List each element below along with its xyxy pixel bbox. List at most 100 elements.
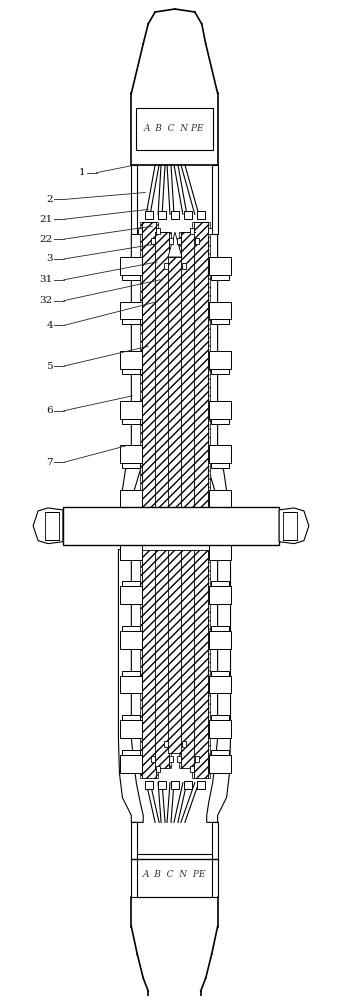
Bar [120, 257, 142, 275]
Bar [181, 550, 195, 768]
Bar [145, 211, 153, 219]
Bar [194, 550, 208, 778]
Bar [184, 781, 192, 789]
Bar [153, 550, 155, 768]
Bar [211, 275, 228, 280]
Bar [142, 550, 156, 778]
Bar [120, 525, 142, 543]
Bar [212, 165, 218, 234]
Bar [208, 550, 210, 778]
Bar [156, 550, 158, 778]
Bar [209, 401, 231, 419]
Bar [168, 257, 182, 532]
Bar [212, 822, 218, 859]
Text: A  B  C  N PE: A B C N PE [144, 124, 204, 133]
Bar [211, 671, 228, 676]
Bar [192, 222, 194, 532]
Bar [171, 781, 179, 789]
Bar [209, 525, 231, 543]
Bar [195, 232, 197, 532]
Bar [158, 211, 166, 219]
Bar [179, 232, 181, 532]
Bar [211, 750, 228, 755]
Bar [138, 228, 142, 234]
Bar [208, 222, 210, 532]
Bar [122, 319, 140, 324]
Polygon shape [118, 550, 143, 822]
Bar [209, 676, 231, 693]
Text: 7: 7 [47, 458, 53, 467]
Bar [169, 238, 173, 244]
Bar [181, 232, 195, 532]
Bar [122, 537, 140, 542]
Bar [182, 741, 186, 747]
Bar [122, 750, 140, 755]
Bar [169, 550, 171, 768]
Bar [184, 211, 192, 219]
Bar [182, 263, 186, 269]
Bar [122, 463, 140, 468]
Text: 1: 1 [79, 168, 86, 177]
Bar [209, 257, 231, 275]
Bar [168, 550, 182, 753]
Text: 6: 6 [47, 406, 53, 415]
Bar [153, 232, 155, 532]
Bar [208, 228, 212, 234]
Bar [211, 369, 228, 374]
Polygon shape [168, 232, 182, 257]
Bar [182, 550, 184, 753]
Text: 5: 5 [47, 362, 53, 371]
Bar [122, 275, 140, 280]
Bar [211, 715, 228, 720]
Bar [209, 302, 231, 319]
Bar [164, 741, 168, 747]
Bar [197, 781, 205, 789]
Bar [179, 550, 181, 768]
Bar [120, 755, 142, 773]
Bar [131, 822, 137, 859]
Polygon shape [207, 234, 226, 535]
Bar [166, 550, 168, 753]
Bar [122, 715, 140, 720]
Bar [145, 781, 153, 789]
Bar [166, 257, 168, 532]
Bar [211, 543, 228, 548]
Bar [63, 507, 279, 545]
Bar [156, 228, 160, 234]
Bar [209, 542, 231, 560]
Bar [155, 232, 169, 532]
Bar [120, 302, 142, 319]
Polygon shape [279, 508, 309, 544]
Bar [120, 401, 142, 419]
Text: 2: 2 [47, 195, 53, 204]
Bar [195, 238, 199, 244]
Bar [211, 419, 228, 424]
Bar [155, 550, 169, 768]
Bar [156, 766, 160, 772]
Bar [122, 581, 140, 586]
Bar [131, 165, 137, 234]
Bar [211, 581, 228, 586]
Bar [169, 756, 173, 762]
Bar [211, 537, 228, 542]
Bar [177, 238, 181, 244]
Polygon shape [122, 234, 143, 535]
Bar [195, 550, 197, 768]
Bar [151, 756, 155, 762]
Bar [182, 257, 184, 532]
Text: 3: 3 [47, 254, 53, 263]
Bar [211, 463, 228, 468]
Text: 31: 31 [40, 275, 53, 284]
Bar [156, 222, 158, 532]
Bar [151, 238, 155, 244]
Bar [122, 671, 140, 676]
Bar [122, 626, 140, 631]
Bar [192, 550, 194, 778]
Polygon shape [207, 550, 231, 822]
Bar [120, 542, 142, 560]
Bar [197, 211, 205, 219]
Bar [208, 766, 212, 772]
Bar [122, 543, 140, 548]
Bar [120, 720, 142, 738]
Text: 22: 22 [40, 235, 53, 244]
